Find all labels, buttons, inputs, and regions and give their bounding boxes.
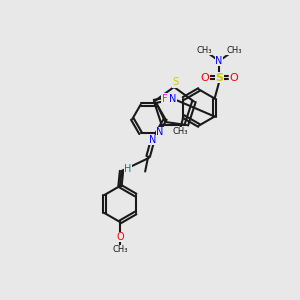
Text: N: N bbox=[157, 128, 164, 137]
Text: CH₃: CH₃ bbox=[112, 245, 128, 254]
Text: N: N bbox=[169, 94, 176, 103]
Text: F: F bbox=[162, 94, 167, 104]
Text: O: O bbox=[229, 73, 238, 82]
Text: CH₃: CH₃ bbox=[196, 46, 212, 55]
Text: O: O bbox=[116, 232, 124, 242]
Text: S: S bbox=[215, 73, 223, 82]
Text: S: S bbox=[172, 77, 178, 88]
Text: CH₃: CH₃ bbox=[226, 46, 242, 55]
Text: N: N bbox=[149, 135, 156, 145]
Text: O: O bbox=[200, 73, 209, 82]
Text: H: H bbox=[124, 164, 132, 175]
Text: CH₃: CH₃ bbox=[173, 127, 188, 136]
Text: N: N bbox=[215, 56, 223, 66]
